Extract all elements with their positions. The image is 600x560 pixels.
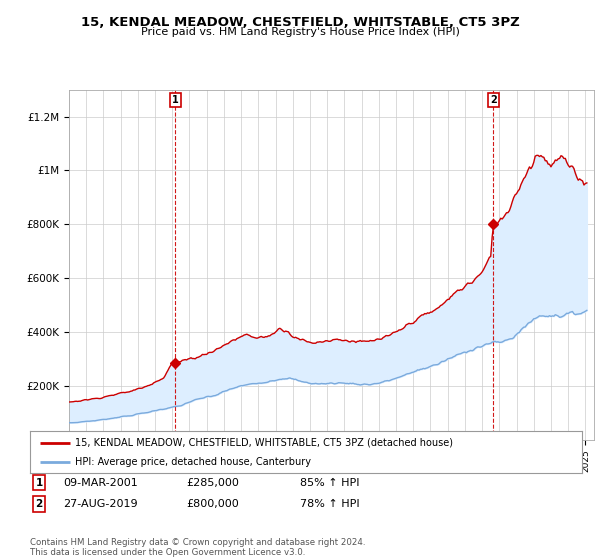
Text: HPI: Average price, detached house, Canterbury: HPI: Average price, detached house, Cant… xyxy=(75,457,311,467)
Text: £285,000: £285,000 xyxy=(186,478,239,488)
Text: 78% ↑ HPI: 78% ↑ HPI xyxy=(300,499,359,509)
Text: 2: 2 xyxy=(35,499,43,509)
Text: 15, KENDAL MEADOW, CHESTFIELD, WHITSTABLE, CT5 3PZ (detached house): 15, KENDAL MEADOW, CHESTFIELD, WHITSTABL… xyxy=(75,437,453,447)
Text: Contains HM Land Registry data © Crown copyright and database right 2024.
This d: Contains HM Land Registry data © Crown c… xyxy=(30,538,365,557)
Text: 2: 2 xyxy=(490,95,497,105)
Text: 85% ↑ HPI: 85% ↑ HPI xyxy=(300,478,359,488)
Text: 27-AUG-2019: 27-AUG-2019 xyxy=(63,499,137,509)
Text: 15, KENDAL MEADOW, CHESTFIELD, WHITSTABLE, CT5 3PZ: 15, KENDAL MEADOW, CHESTFIELD, WHITSTABL… xyxy=(80,16,520,29)
Text: 1: 1 xyxy=(35,478,43,488)
Text: £800,000: £800,000 xyxy=(186,499,239,509)
Text: 1: 1 xyxy=(172,95,179,105)
Text: 09-MAR-2001: 09-MAR-2001 xyxy=(63,478,138,488)
Text: Price paid vs. HM Land Registry's House Price Index (HPI): Price paid vs. HM Land Registry's House … xyxy=(140,27,460,37)
